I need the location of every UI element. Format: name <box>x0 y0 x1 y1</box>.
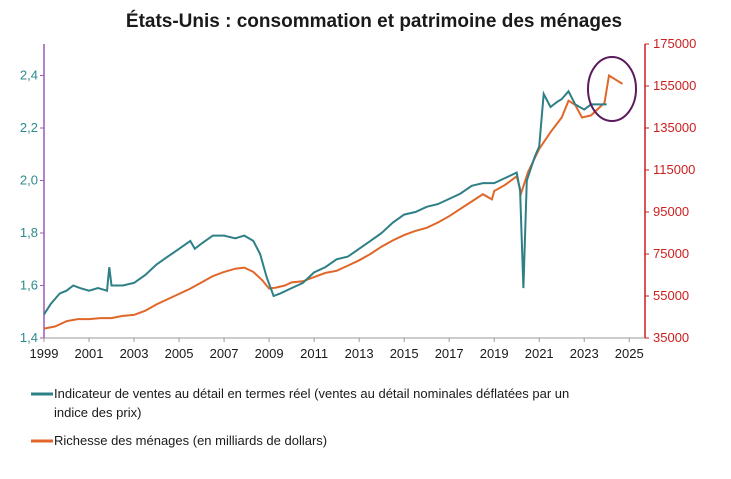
x-tick-label-9: 2017 <box>435 346 464 361</box>
x-tick-label-12: 2023 <box>570 346 599 361</box>
left-axis-ticks: 1,4 1,6 1,8 2,0 2,2 2,4 <box>20 68 44 345</box>
x-tick-label-11: 2021 <box>525 346 554 361</box>
x-axis-ticks: 1999 2001 2003 2005 2007 2009 2011 2013 2015 2017… <box>30 338 644 361</box>
legend-label-retail-line-2: indice des prix) <box>54 405 141 420</box>
left-tick-label-3: 2,0 <box>20 173 38 188</box>
x-tick-label-0: 1999 <box>30 346 59 361</box>
right-tick-label-3: 95000 <box>653 204 689 219</box>
right-tick-label-6: 155000 <box>653 78 696 93</box>
right-tick-label-4: 115000 <box>653 162 695 177</box>
right-tick-label-0: 35000 <box>653 330 689 345</box>
x-tick-label-2: 2003 <box>120 346 149 361</box>
left-tick-label-0: 1,4 <box>20 330 38 345</box>
series-line-retail <box>43 89 607 315</box>
x-tick-label-13: 2025 <box>615 346 644 361</box>
series-line-wealth <box>43 73 624 330</box>
right-tick-label-7: 175000 <box>653 36 696 51</box>
x-tick-label-4: 2007 <box>210 346 239 361</box>
left-tick-label-5: 2,4 <box>20 68 38 83</box>
right-tick-label-5: 135000 <box>653 120 696 135</box>
legend-label-retail-line-1: Indicateur de ventes au détail en termes… <box>54 386 569 401</box>
legend-label-retail: Indicateur de ventes au détail en termes… <box>54 386 573 420</box>
right-axis-ticks: 35000 55000 75000 95000 115000 135000 155000 17… <box>645 36 696 345</box>
legend: Indicateur de ventes au détail en termes… <box>31 386 573 448</box>
right-tick-label-1: 55000 <box>653 288 689 303</box>
x-tick-label-6: 2011 <box>300 346 328 361</box>
x-tick-label-10: 2019 <box>480 346 509 361</box>
highlight-circle <box>587 56 637 122</box>
x-tick-label-1: 2001 <box>75 346 104 361</box>
legend-label-wealth: Richesse des ménages (en milliards de do… <box>54 433 327 448</box>
right-tick-label-2: 75000 <box>653 246 689 261</box>
x-tick-label-3: 2005 <box>165 346 194 361</box>
left-tick-label-4: 2,2 <box>20 120 38 135</box>
x-tick-label-8: 2015 <box>390 346 419 361</box>
left-tick-label-1: 1,6 <box>20 278 38 293</box>
chart-title: États-Unis : consommation et patrimoine … <box>126 10 622 32</box>
x-tick-label-7: 2013 <box>345 346 374 361</box>
left-tick-label-2: 1,8 <box>20 225 38 240</box>
x-tick-label-5: 2009 <box>255 346 284 361</box>
